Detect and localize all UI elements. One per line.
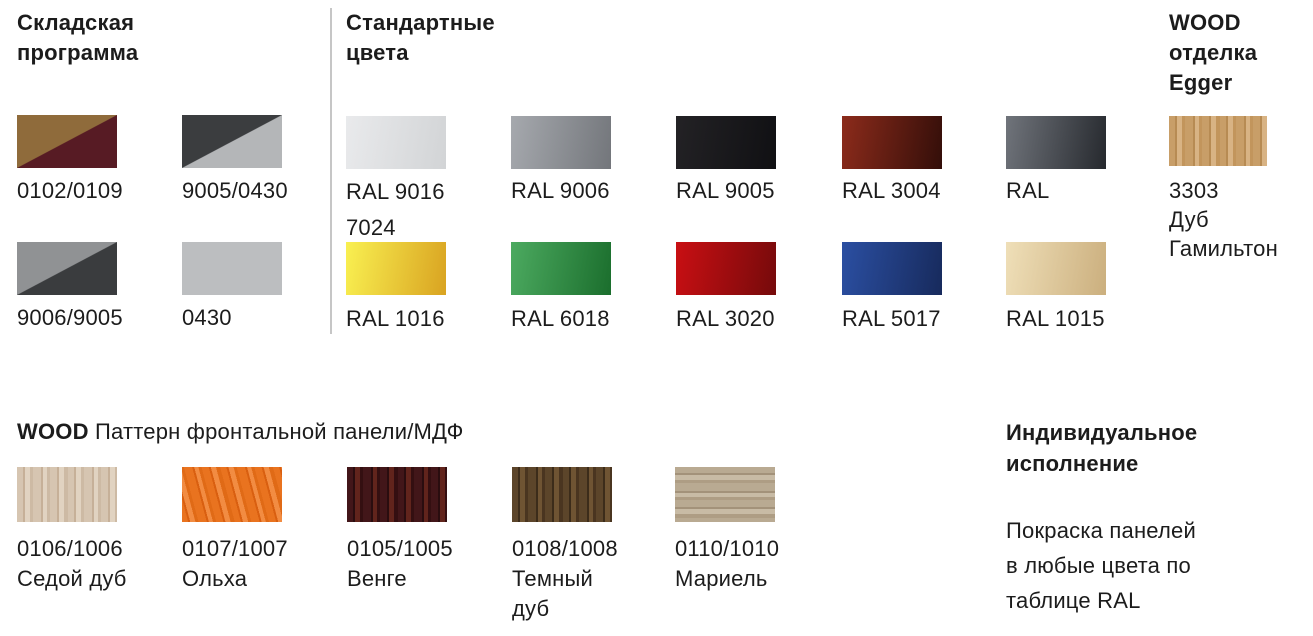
swatch-label: 0107/1007 Ольха (182, 536, 288, 591)
warehouse-section-title: Складская программа (17, 10, 139, 65)
color-swatch-ral-7024 (1006, 116, 1106, 169)
wood-swatch-0108-dark-oak (512, 467, 612, 522)
color-swatch-ral-5017 (842, 242, 942, 295)
swatch-label: 0105/1005 Венге (347, 536, 453, 591)
section-divider (330, 8, 332, 334)
color-swatch-ral-3020 (676, 242, 776, 295)
color-swatch-ral-3004 (842, 116, 942, 169)
swatch-label: RAL 6018 (511, 306, 610, 331)
color-swatch-9006-9005 (17, 242, 117, 295)
swatch-label: 9006/9005 (17, 305, 123, 330)
swatch-label: RAL 9016 7024 (346, 179, 445, 240)
swatch-label: RAL 3020 (676, 306, 775, 331)
swatch-label: 0430 (182, 305, 232, 330)
swatch-label: RAL 1016 (346, 306, 445, 331)
swatch-label: 3303 Дуб Гамильтон (1169, 178, 1278, 261)
swatch-label: 0110/1010 Мариель (675, 536, 780, 591)
swatch-label: RAL 9005 (676, 178, 775, 203)
wood-swatch-0106-grey-oak (17, 467, 117, 522)
color-swatch-ral-6018 (511, 242, 611, 295)
swatch-label: 9005/0430 (182, 178, 288, 203)
wood-egger-section-title: WOOD отделка Egger (1169, 10, 1258, 95)
swatch-label: 0102/0109 (17, 178, 123, 203)
swatch-label: RAL 9006 (511, 178, 610, 203)
wood-mdf-section-title: WOOD Паттерн фронтальной панели/МДФ (17, 419, 464, 444)
wood-swatch-0107-alder (182, 467, 282, 522)
color-swatch-ral-9016 (346, 116, 446, 169)
swatch-label: RAL 5017 (842, 306, 941, 331)
color-swatch-0430 (182, 242, 282, 295)
wood-swatch-0105-wenge (347, 467, 447, 522)
swatch-label: RAL (1006, 178, 1050, 203)
swatch-label: RAL 1015 (1006, 306, 1105, 331)
color-swatch-ral-1015 (1006, 242, 1106, 295)
color-swatch-9005-0430 (182, 115, 282, 168)
custom-finish-section-title: Индивидуальное исполнение (1006, 420, 1198, 476)
swatch-label: 0108/1008 Темный дуб (512, 536, 618, 621)
standard-colors-section-title: Стандартные цвета (346, 10, 495, 65)
swatch-label: 0106/1006 Седой дуб (17, 536, 127, 591)
wood-swatch-3303-hamilton-oak (1169, 116, 1267, 166)
color-swatch-ral-1016 (346, 242, 446, 295)
color-swatch-ral-9006 (511, 116, 611, 169)
swatch-label: RAL 3004 (842, 178, 941, 203)
color-swatch-ral-9005 (676, 116, 776, 169)
custom-finish-description: Покраска панелей в любые цвета по таблиц… (1006, 518, 1196, 613)
color-swatch-0102-0109 (17, 115, 117, 168)
wood-swatch-0110-mariel (675, 467, 775, 522)
